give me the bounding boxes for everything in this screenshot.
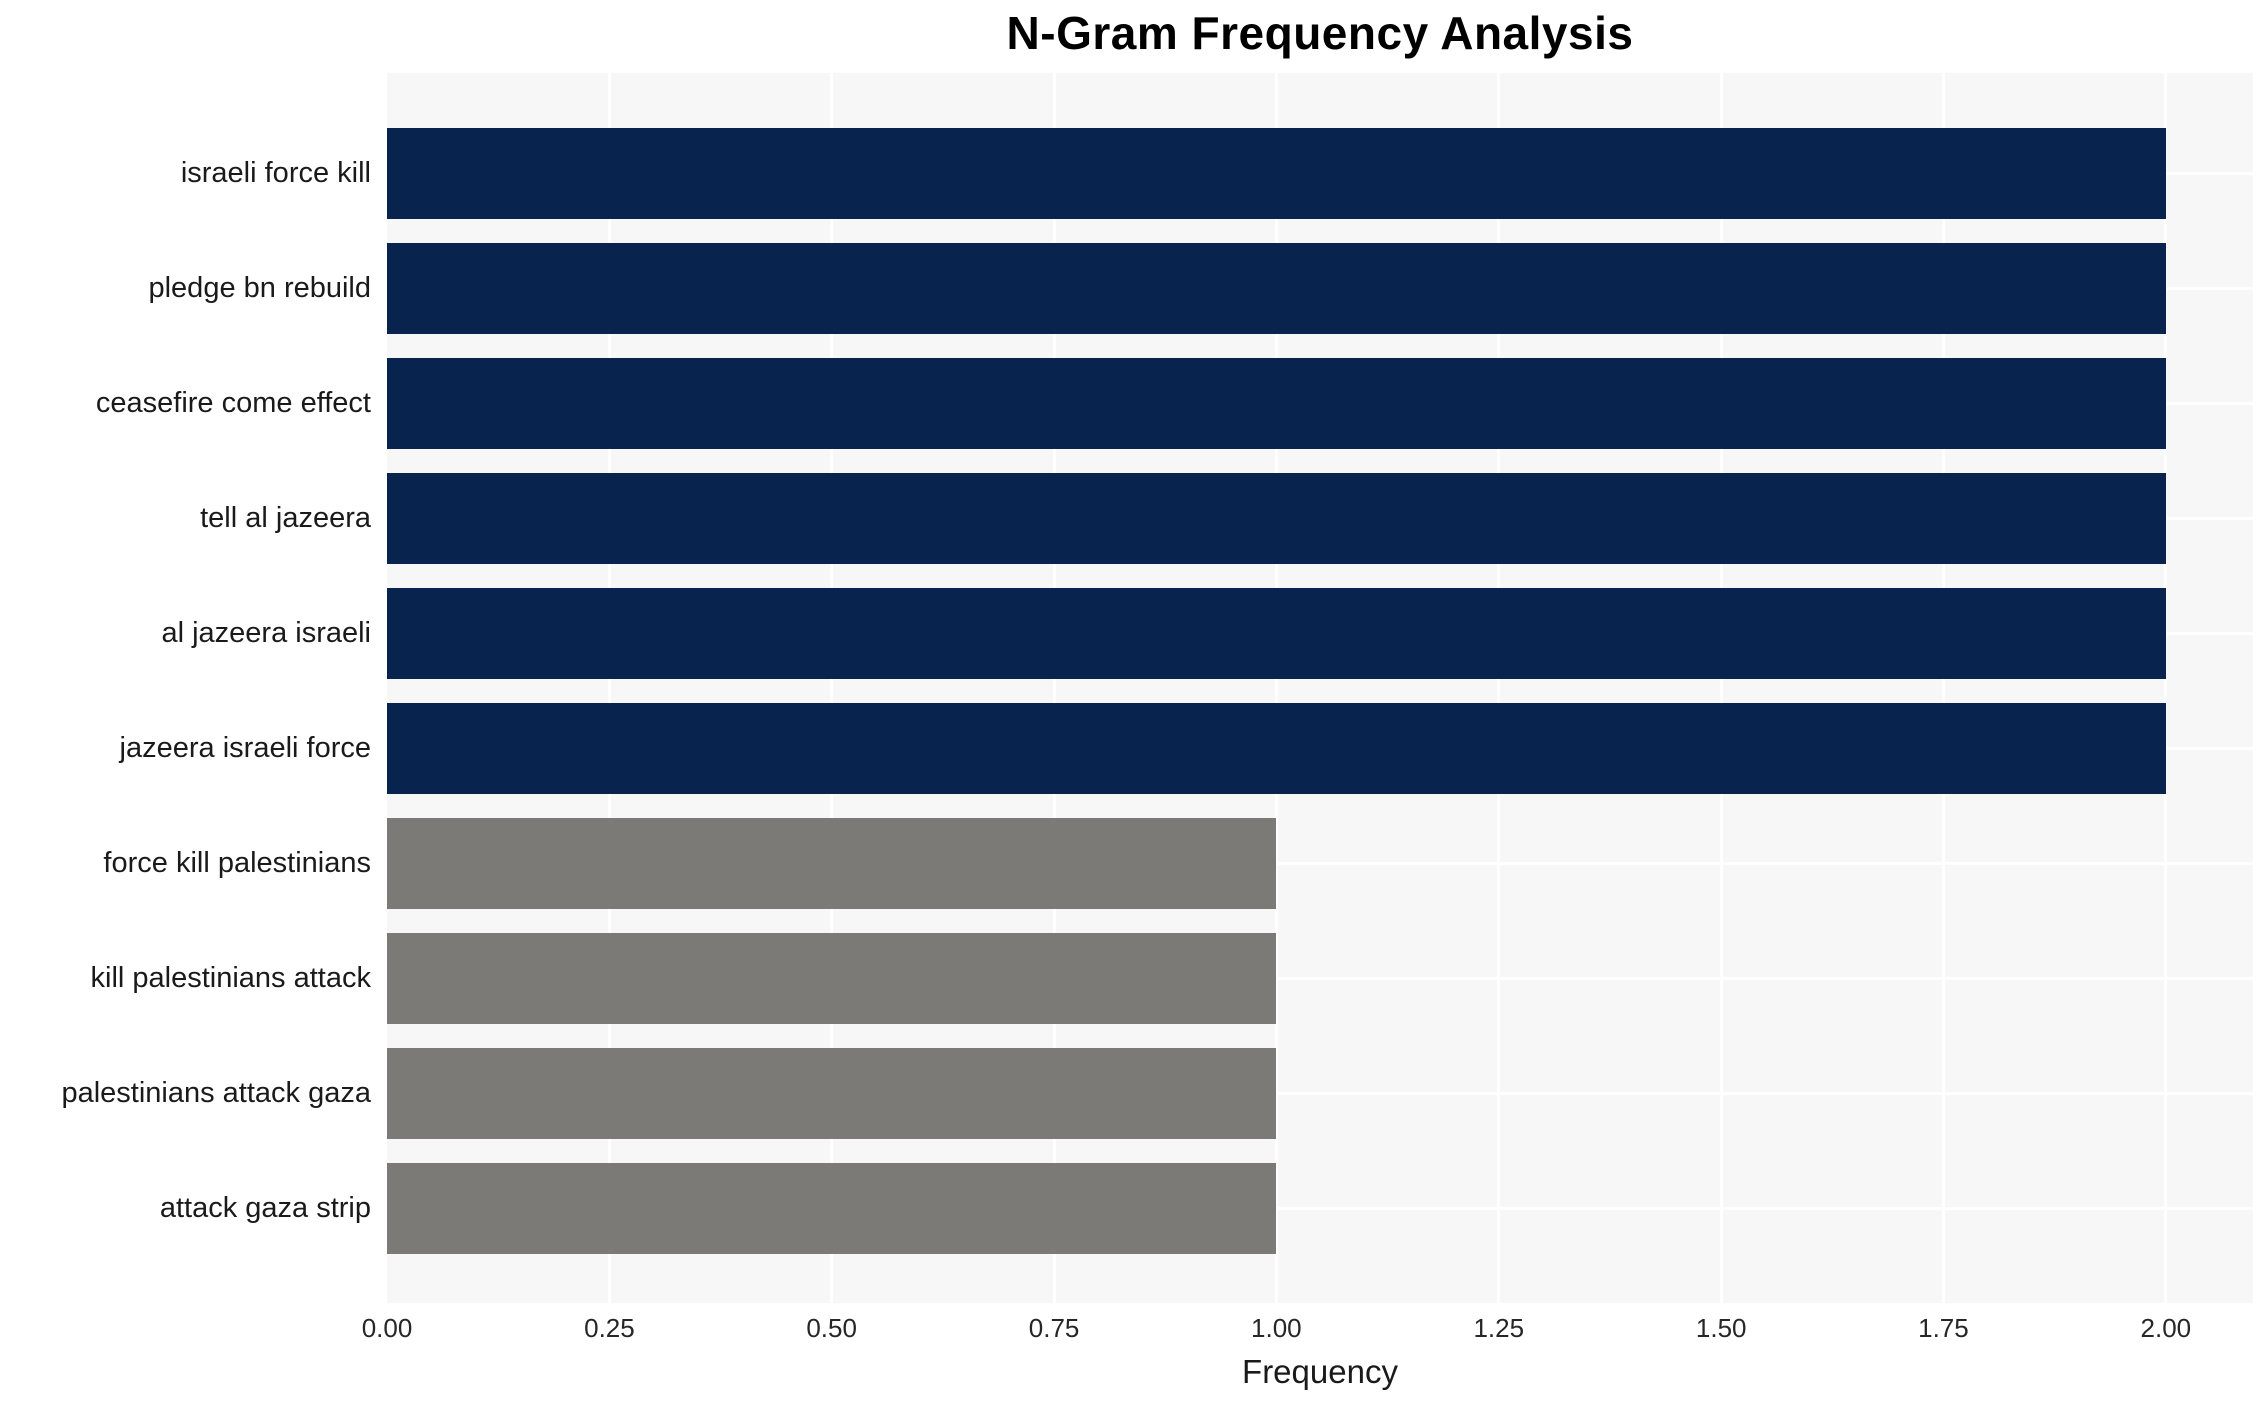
x-tick-label: 0.75 (1028, 1313, 1080, 1343)
x-tick-label: 1.00 (1251, 1313, 1302, 1343)
x-tick-label: 1.50 (1695, 1313, 1747, 1343)
frequency-bar (387, 703, 2166, 794)
frequency-bar (387, 933, 1277, 1024)
bar-row (387, 461, 2253, 576)
gridline (607, 73, 611, 1303)
bar-row (387, 576, 2253, 691)
bar-rows (387, 73, 2253, 1303)
gridline (830, 73, 834, 1303)
gridline (1274, 73, 1278, 1303)
chart-title: N-Gram Frequency Analysis (1006, 7, 1634, 59)
category-label: tell al jazeera (200, 502, 371, 534)
y-axis-category-labels: israeli force kill pledge bn rebuild cea… (0, 73, 387, 1303)
bar-row (387, 1151, 2253, 1266)
frequency-bar (387, 358, 2166, 449)
category-label: force kill palestinians (103, 847, 371, 879)
x-tick-label: 1.75 (1918, 1313, 1969, 1343)
frequency-bar (387, 588, 2166, 679)
category-label: al jazeera israeli (161, 617, 371, 649)
plot-area (387, 73, 2253, 1303)
x-tick-label: 0.50 (806, 1313, 857, 1343)
bar-row (387, 346, 2253, 461)
gridline (1497, 73, 1501, 1303)
gridline (1719, 73, 1723, 1303)
bar-row (387, 231, 2253, 346)
category-label: palestinians attack gaza (61, 1077, 371, 1109)
x-axis-label: Frequency (1242, 1353, 1398, 1390)
bar-row (387, 116, 2253, 231)
frequency-bar (387, 128, 2166, 219)
x-axis-ticks: 0.00 0.25 0.50 0.75 1.00 1.25 1.50 1.75 … (362, 1303, 2253, 1351)
bar-row (387, 1036, 2253, 1151)
x-tick-label: 1.25 (1473, 1313, 1525, 1343)
x-tick-label: 0.25 (584, 1313, 635, 1343)
x-tick-label: 0.00 (361, 1313, 413, 1343)
frequency-bar (387, 1048, 1277, 1139)
gridline (1052, 73, 1056, 1303)
frequency-bar (387, 1163, 1277, 1254)
gridline (1941, 73, 1945, 1303)
bar-row (387, 921, 2253, 1036)
frequency-bar (387, 473, 2166, 564)
category-label: pledge bn rebuild (148, 272, 371, 304)
frequency-bar (387, 818, 1277, 909)
chart-body: israeli force kill pledge bn rebuild cea… (0, 73, 2253, 1303)
x-tick-label: 2.00 (2140, 1313, 2192, 1343)
bar-row (387, 806, 2253, 921)
category-label: attack gaza strip (159, 1192, 371, 1224)
gridline (2164, 73, 2168, 1303)
category-label: israeli force kill (180, 157, 371, 189)
bar-row (387, 691, 2253, 806)
category-label: kill palestinians attack (90, 962, 371, 994)
category-label: ceasefire come effect (95, 387, 371, 419)
category-label: jazeera israeli force (119, 732, 371, 764)
frequency-bar (387, 243, 2166, 334)
